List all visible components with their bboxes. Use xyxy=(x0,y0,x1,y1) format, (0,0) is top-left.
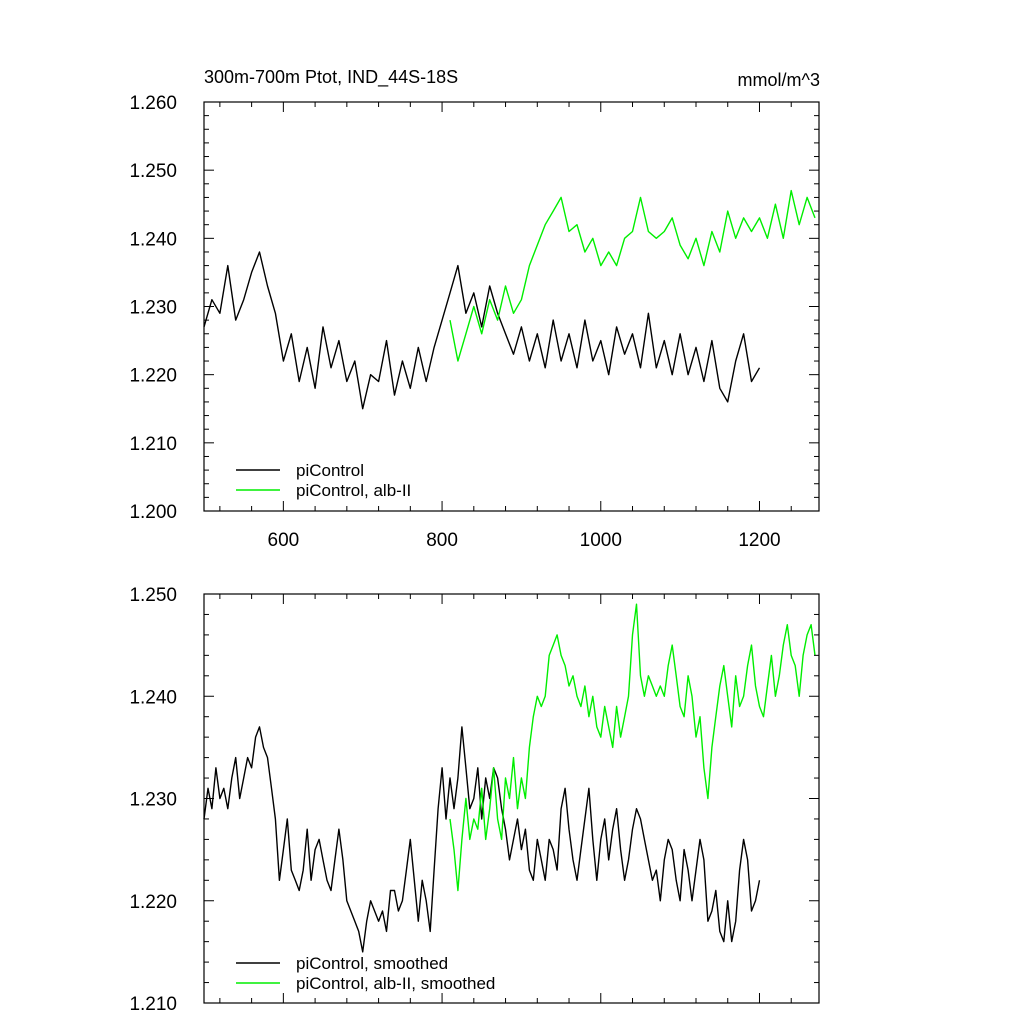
units-label: mmol/m^3 xyxy=(738,70,820,90)
y-tick-label: 1.240 xyxy=(129,229,177,250)
y-tick-label: 1.200 xyxy=(129,502,177,523)
y-tick-label: 1.230 xyxy=(129,790,177,811)
series-line-picontrol xyxy=(203,251,761,410)
y-tick-label: 1.260 xyxy=(129,93,177,114)
bottom-axes: 1.210 1.220 1.230 1.240 1.250 xyxy=(129,585,819,1015)
series-line-alb-ii xyxy=(449,603,816,892)
y-tick-label: 1.250 xyxy=(129,161,177,182)
legend-label-picontrol-smoothed: piControl, smoothed xyxy=(296,954,448,973)
top-series-group xyxy=(203,189,816,410)
x-tick-label: 800 xyxy=(426,530,458,551)
series-line-alb-ii xyxy=(449,189,816,362)
y-tick-label: 1.250 xyxy=(129,585,177,606)
y-tick-label: 1.230 xyxy=(129,298,177,319)
x-tick-label: 1200 xyxy=(738,530,780,551)
y-tick-label: 1.240 xyxy=(129,687,177,708)
y-tick-label: 1.220 xyxy=(129,366,177,387)
bottom-panel: 1.210 1.220 1.230 1.240 1.250 piControl, smo… xyxy=(129,585,820,1015)
top-legend: piControl piControl, alb-II xyxy=(236,461,411,500)
top-panel: 300m-700m Ptot, IND_44S-18S mmol/m^3 600… xyxy=(129,67,820,551)
top-axes: 600 800 1000 1200 1.200 1.210 1.220 1.230 1.240 1… xyxy=(129,93,819,551)
series-line-picontrol xyxy=(203,726,761,953)
bottom-legend: piControl, smoothed piControl, alb-II, s… xyxy=(236,954,495,993)
y-tick-label: 1.220 xyxy=(129,892,177,913)
legend-label-alb-ii-smoothed: piControl, alb-II, smoothed xyxy=(296,974,495,993)
x-tick-label: 1000 xyxy=(580,530,622,551)
legend-label-picontrol: piControl xyxy=(296,461,364,480)
bottom-series-group xyxy=(203,603,816,953)
chart-title: 300m-700m Ptot, IND_44S-18S xyxy=(204,67,458,88)
x-tick-label: 600 xyxy=(268,530,300,551)
y-tick-label: 1.210 xyxy=(129,434,177,455)
legend-label-alb-ii: piControl, alb-II xyxy=(296,481,411,500)
y-tick-label: 1.210 xyxy=(129,994,177,1015)
